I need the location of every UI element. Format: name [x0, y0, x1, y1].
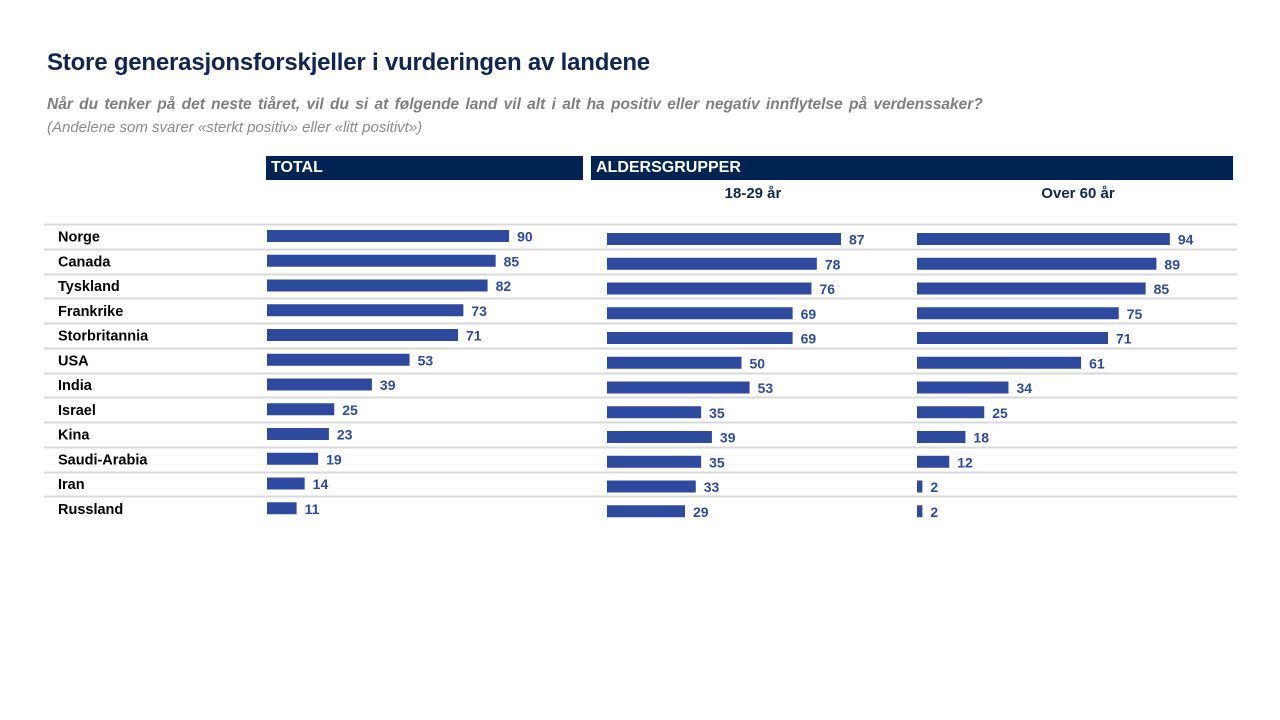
country-label: Tyskland: [58, 279, 120, 295]
value-label: 85: [1154, 281, 1170, 297]
chart-title: Store generasjonsforskjeller i vurdering…: [47, 49, 650, 76]
value-label: 94: [1178, 232, 1194, 248]
country-label: Storbritannia: [58, 329, 149, 345]
value-label: 19: [326, 451, 342, 467]
bar-total: [267, 353, 410, 366]
column-header-18-29: 18-29 år: [724, 185, 782, 202]
value-label: 87: [849, 232, 865, 248]
value-label: 76: [819, 281, 835, 297]
bar-18-29-år: [607, 332, 793, 344]
value-label: 90: [517, 229, 533, 245]
bar-over-60-år: [917, 257, 1157, 270]
value-label: 2: [930, 504, 938, 520]
bar-total: [267, 452, 319, 465]
value-label: 2: [930, 479, 938, 495]
bar-over-60-år: [917, 307, 1119, 320]
value-label: 39: [720, 430, 736, 446]
bar-18-29-år: [607, 282, 812, 295]
country-label: Russland: [58, 502, 123, 518]
bar-total: [267, 254, 496, 267]
panel-header-age-groups: ALDERSGRUPPER: [591, 156, 1233, 180]
bar-over-60-år: [917, 431, 966, 443]
value-label: 35: [709, 405, 725, 421]
value-label: 35: [709, 454, 725, 470]
value-label: 71: [466, 328, 482, 344]
bar-18-29-år: [607, 307, 793, 320]
country-label: Kina: [58, 428, 90, 444]
bar-over-60-år: [917, 480, 923, 493]
value-label: 85: [504, 253, 520, 269]
bar-18-29-år: [607, 455, 702, 468]
bar-total: [267, 403, 335, 416]
value-label: 14: [313, 476, 329, 492]
value-label: 39: [380, 377, 396, 393]
country-label: Canada: [58, 254, 111, 270]
country-label: Saudi-Arabia: [58, 452, 148, 468]
bar-over-60-år: [917, 455, 950, 468]
value-label: 50: [750, 355, 766, 371]
country-label: Frankrike: [58, 304, 123, 320]
value-label: 71: [1116, 331, 1132, 347]
column-header-over-60: Over 60 år: [1041, 185, 1115, 202]
bar-18-29-år: [607, 431, 712, 443]
value-label: 89: [1164, 256, 1180, 272]
chart-note: (Andelene som svarer «sterkt positiv» el…: [47, 119, 423, 136]
value-label: 25: [342, 402, 358, 418]
value-label: 11: [305, 501, 320, 517]
bar-18-29-år: [607, 381, 750, 394]
bar-18-29-år: [607, 406, 702, 419]
value-label: 75: [1127, 306, 1143, 322]
bar-over-60-år: [917, 356, 1082, 369]
bar-total: [267, 304, 464, 317]
bar-over-60-år: [917, 233, 1170, 245]
bar-over-60-år: [917, 282, 1146, 295]
bar-total: [267, 477, 305, 490]
bar-18-29-år: [607, 480, 696, 493]
bar-total: [267, 279, 488, 292]
bar-over-60-år: [917, 332, 1108, 344]
bar-18-29-år: [607, 233, 842, 245]
bar-over-60-år: [917, 406, 985, 419]
survey-question: Når du tenker på det neste tiåret, vil d…: [47, 96, 983, 113]
bar-total: [267, 428, 329, 440]
bar-total: [267, 502, 297, 515]
value-label: 23: [337, 427, 353, 443]
value-label: 73: [471, 303, 487, 319]
value-label: 69: [801, 306, 817, 322]
country-label: USA: [58, 353, 89, 369]
country-label: Israel: [58, 403, 96, 419]
bar-over-60-år: [917, 381, 1009, 394]
value-label: 82: [496, 278, 512, 294]
value-label: 78: [825, 256, 841, 272]
bar-18-29-år: [607, 257, 817, 270]
bar-over-60-år: [917, 505, 923, 518]
value-label: 34: [1016, 380, 1032, 396]
value-label: 53: [418, 352, 434, 368]
bar-18-29-år: [607, 505, 686, 518]
bar-total: [267, 378, 372, 391]
bar-total: [267, 230, 510, 242]
value-label: 29: [693, 504, 709, 520]
country-label: Iran: [58, 477, 85, 493]
bar-18-29-år: [607, 356, 742, 369]
value-label: 18: [973, 430, 989, 446]
value-label: 12: [957, 454, 973, 470]
value-label: 61: [1089, 355, 1105, 371]
country-label: Norge: [58, 230, 100, 246]
panel-header-total: TOTAL: [266, 156, 583, 180]
value-label: 33: [704, 479, 720, 495]
value-label: 69: [801, 331, 817, 347]
bar-total: [267, 329, 458, 341]
value-label: 53: [758, 380, 774, 396]
country-label: India: [58, 378, 93, 394]
value-label: 25: [992, 405, 1008, 421]
